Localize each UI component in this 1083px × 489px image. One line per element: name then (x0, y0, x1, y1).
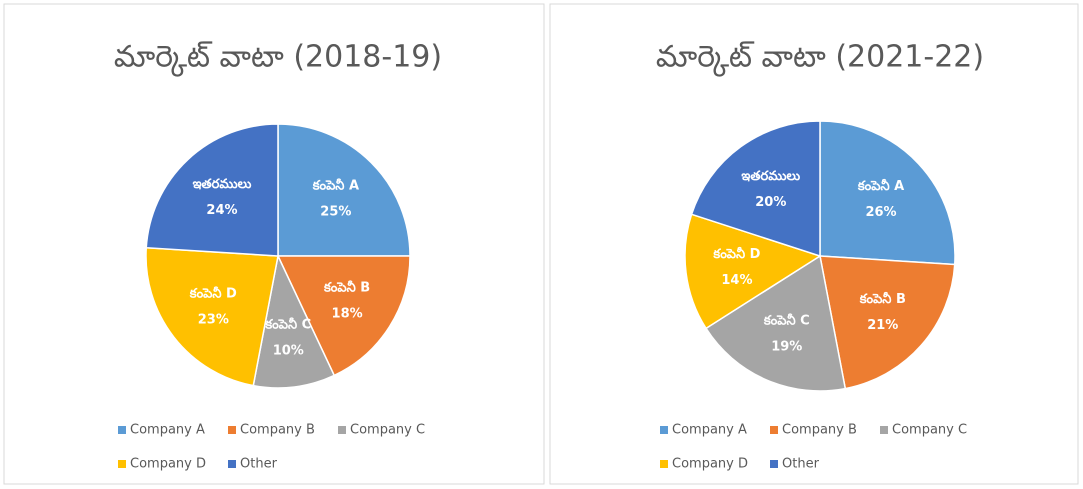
legend-label: Company B (782, 423, 857, 438)
legend-swatch (228, 426, 236, 434)
chart-title: మార్కెట్ వాటా (2018-19) (114, 40, 442, 78)
legend-swatch (118, 426, 126, 434)
data-label: 19% (771, 339, 802, 354)
slice-label: కంపెనీ A (857, 178, 904, 194)
slice-label: కంపెనీ A (312, 178, 359, 194)
slice-label: కంపెనీ B (323, 279, 370, 295)
slice-label: కంపెనీ C (264, 317, 311, 333)
legend-label: Company A (130, 423, 205, 438)
pie-slice (145, 246, 279, 387)
slice-label: కంపెనీ C (763, 312, 810, 328)
legend-label: Other (782, 457, 820, 472)
legend-swatch (660, 460, 668, 468)
slice-label: ఇతరములు (193, 177, 252, 192)
legend-swatch (770, 426, 778, 434)
pie-slice (704, 254, 847, 392)
slice-label: కంపెనీ B (859, 291, 906, 307)
legend-swatch (118, 460, 126, 468)
data-label: 23% (198, 313, 229, 328)
pie-slice (276, 255, 411, 377)
pie-slice (684, 213, 822, 330)
legend-swatch (228, 460, 236, 468)
chart-title: మార్కెట్ వాటా (2021-22) (656, 40, 984, 78)
legend-swatch (770, 460, 778, 468)
slice-label: ఇతరములు (741, 169, 800, 184)
legend-label: Company C (892, 423, 967, 438)
pie-slice (819, 120, 956, 266)
legend-swatch (880, 426, 888, 434)
data-label: 25% (320, 205, 351, 220)
data-label: 24% (206, 203, 237, 218)
data-label: 26% (865, 205, 896, 220)
legend-label: Company D (672, 457, 748, 472)
pie-slice (277, 123, 411, 257)
pie-slice (252, 253, 336, 389)
data-label: 18% (332, 306, 363, 321)
legend-label: Company C (350, 423, 425, 438)
data-label: 10% (273, 344, 304, 359)
pie-slice (145, 123, 279, 257)
data-label: 20% (755, 195, 786, 210)
legend-label: Company B (240, 423, 315, 438)
slice-label: కంపెనీ D (712, 246, 760, 262)
pie-slice (690, 120, 821, 258)
legend-label: Other (240, 457, 278, 472)
legend-swatch (338, 426, 346, 434)
legend-label: Company A (672, 423, 747, 438)
legend-swatch (660, 426, 668, 434)
slice-label: కంపెనీ D (189, 286, 237, 302)
data-label: 14% (721, 273, 752, 288)
legend-label: Company D (130, 457, 206, 472)
data-label: 21% (867, 318, 898, 333)
pie-slice (819, 255, 956, 390)
